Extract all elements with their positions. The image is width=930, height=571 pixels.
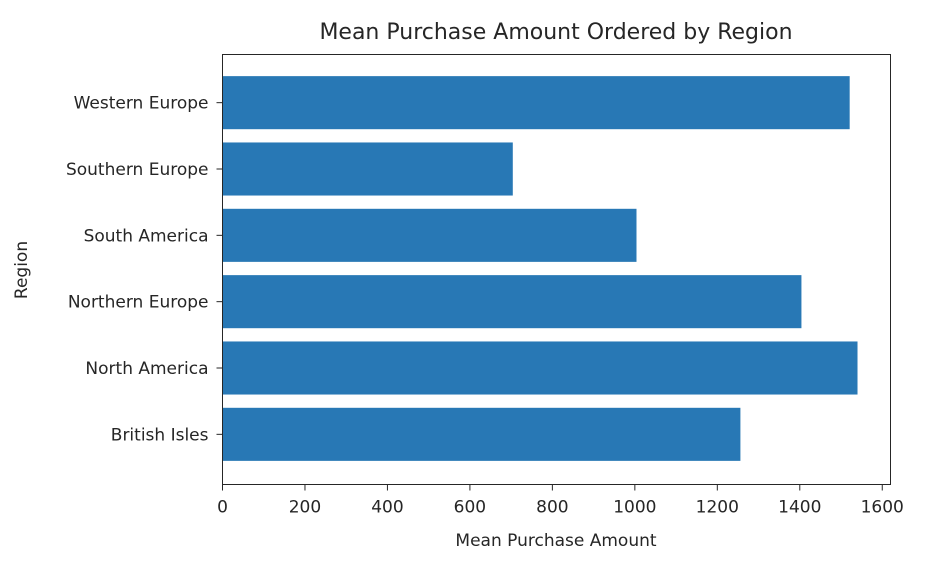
y-tick-label: South America	[84, 226, 209, 246]
bar	[222, 208, 637, 262]
x-tick-label: 1600	[861, 498, 904, 518]
chart-title: Mean Purchase Amount Ordered by Region	[319, 20, 792, 45]
x-tick-label: 1400	[778, 498, 821, 518]
bar	[222, 142, 513, 196]
bar	[222, 275, 802, 329]
y-axis-label: Region	[12, 241, 32, 299]
x-tick-label: 800	[536, 498, 568, 518]
x-axis-label: Mean Purchase Amount	[455, 531, 656, 551]
y-tick-label: North America	[85, 359, 208, 379]
plot-frame	[222, 54, 891, 485]
y-tick-label: Western Europe	[74, 94, 209, 114]
bars-group	[222, 76, 858, 461]
bar	[222, 407, 741, 461]
y-tick-label: British Isles	[111, 425, 209, 445]
y-tick-label: Southern Europe	[66, 160, 209, 180]
x-tick-label: 0	[217, 498, 228, 518]
x-tick-label: 200	[289, 498, 321, 518]
x-tick-label: 1200	[696, 498, 739, 518]
y-ticks-group: British Isles North America Northern Europ…	[66, 94, 223, 445]
bar	[222, 341, 858, 395]
x-tick-label: 600	[454, 498, 486, 518]
x-ticks-group: 0 200 400 600 800 1000 1200 1400 1600	[217, 484, 904, 518]
bar	[222, 76, 850, 130]
x-tick-label: 400	[371, 498, 403, 518]
y-tick-label: Northern Europe	[68, 293, 209, 313]
x-tick-label: 1000	[613, 498, 656, 518]
